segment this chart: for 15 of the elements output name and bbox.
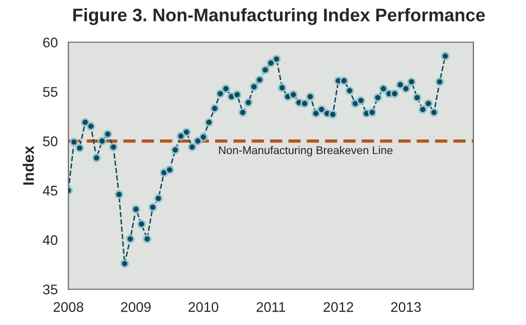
y-axis-title: Index	[22, 146, 34, 185]
chart-title: Figure 3. Non-Manufacturing Index Performance	[73, 8, 485, 26]
x-tick-label: 2011	[256, 302, 286, 312]
y-tick-label: 45	[42, 186, 58, 196]
y-tick-label: 35	[43, 284, 58, 294]
y-tick-label: 55	[43, 87, 58, 97]
x-tick-label: 2008	[54, 302, 84, 312]
x-tick-label: 2010	[188, 302, 218, 312]
x-tick-label: 2009	[121, 302, 151, 312]
x-tick-label: 2012	[324, 302, 354, 312]
y-tick-label: 50	[43, 136, 58, 146]
ref-line-label: Non-Manufacturing Breakeven Line	[219, 146, 393, 156]
y-tick-label: 60	[43, 38, 58, 48]
x-tick-label: 2013	[391, 302, 421, 312]
y-tick-label: 40	[42, 235, 58, 246]
